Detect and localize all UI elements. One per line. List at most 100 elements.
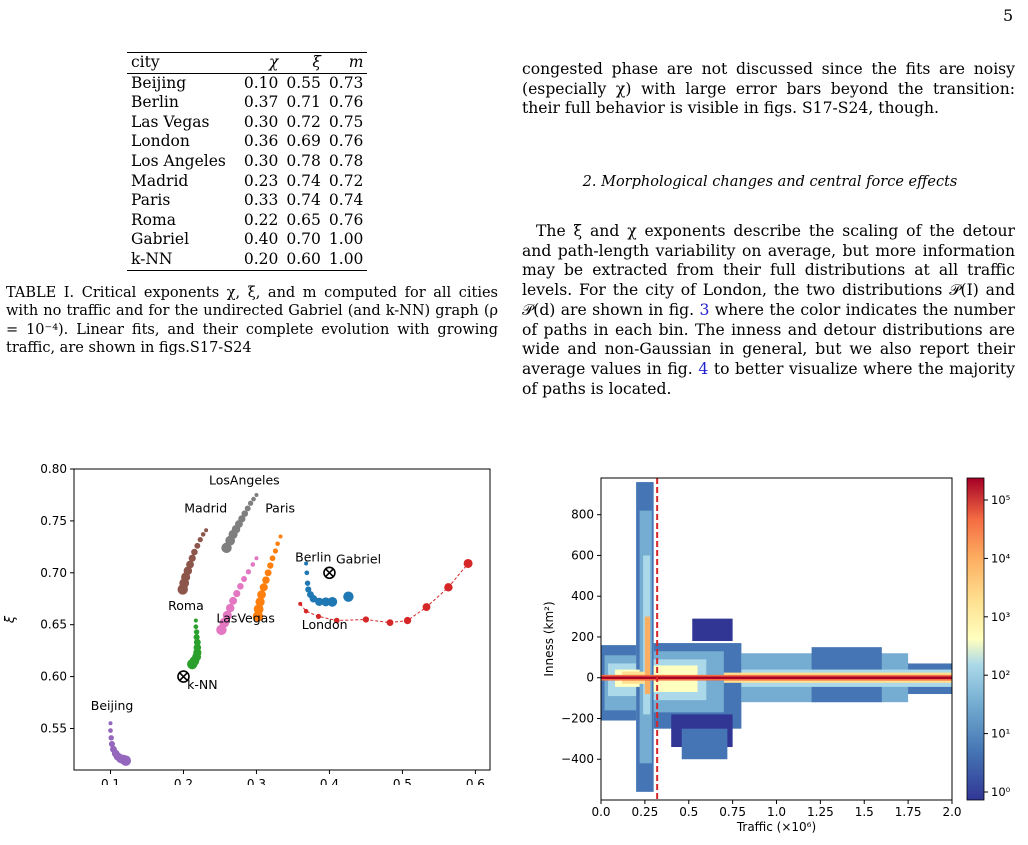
- data-point-madrid: [186, 560, 194, 569]
- table-cell: 0.78: [328, 151, 364, 170]
- x-tick-label: 0.25: [632, 805, 659, 819]
- data-point-paris: [262, 576, 270, 584]
- x-tick-label: 0.5: [679, 805, 698, 819]
- colorbar-tick-label: 10²: [991, 668, 1010, 682]
- table-row: Paris 0.33 0.74 0.74: [127, 191, 367, 211]
- table-cell: 0.22: [243, 210, 279, 229]
- data-point-london: [298, 601, 303, 606]
- data-point-roma: [193, 618, 198, 623]
- data-point-paris: [253, 604, 264, 615]
- series-label: Beijing: [91, 698, 134, 713]
- colorbar-tick-label: 10⁴: [991, 551, 1011, 565]
- data-point-london: [422, 603, 431, 611]
- zero-band: [601, 676, 952, 679]
- data-point-london: [315, 613, 322, 619]
- data-point-roma: [193, 638, 201, 646]
- table-cell: 0.33: [243, 191, 279, 210]
- plot-frame: [73, 468, 491, 771]
- table-cell: 0.30: [243, 151, 279, 170]
- data-point-beijing: [108, 735, 114, 741]
- data-point-london: [444, 583, 453, 592]
- series-label: LasVegas: [216, 611, 275, 626]
- table-cell: 0.74: [286, 191, 321, 210]
- x-tick-label: 2.0: [942, 805, 961, 819]
- colorbar-tick-label: 10⁰: [991, 785, 1011, 799]
- data-point-losangeles: [247, 500, 254, 506]
- data-point-london: [386, 619, 394, 627]
- data-point-paris: [259, 583, 268, 592]
- series-label: Gabriel: [336, 551, 381, 566]
- colorbar-tick-label: 10³: [991, 610, 1011, 624]
- data-point-losangeles: [254, 492, 259, 497]
- table-cell: Las Vegas: [131, 112, 210, 131]
- table-header-cell: ξ: [282, 52, 325, 74]
- data-point-roma: [193, 624, 199, 630]
- data-point-paris: [252, 611, 264, 622]
- x-tick-label: 0.3: [247, 777, 266, 785]
- table-caption: TABLE I. Critical exponents χ, ξ, and m …: [6, 285, 498, 356]
- data-point-beijing: [108, 721, 113, 726]
- data-point-madrid: [200, 532, 206, 537]
- data-point-losangeles: [251, 496, 256, 502]
- table-cell: 0.74: [328, 191, 364, 210]
- table-cell: 0.65: [286, 210, 321, 229]
- data-point-lasvegas: [254, 556, 259, 561]
- reference-marker-cross: [179, 672, 188, 681]
- table-row: London 0.36 0.69 0.76: [127, 132, 367, 152]
- plot-frame: [600, 477, 953, 801]
- table-cell: Madrid: [131, 171, 189, 190]
- series-label: k-NN: [187, 677, 217, 692]
- data-point-london: [403, 616, 412, 625]
- table-cell: 0.40: [243, 230, 279, 249]
- data-point-lasvegas: [245, 569, 252, 575]
- table-cell: 1.00: [328, 230, 364, 249]
- exponent-scatter-chart: 0.1 0.2 0.3 0.4 0.5 0.6 0.55 0.60 0.65 0.70 0.75 0.…: [3, 462, 491, 785]
- table-cell: 0.36: [243, 132, 279, 151]
- table-cell: 0.37: [243, 93, 279, 112]
- data-point-lasvegas: [237, 583, 244, 590]
- para-text-c: to better visualize where the majority o…: [522, 359, 1015, 398]
- table-cell: 0.69: [286, 132, 321, 151]
- data-point-losangeles: [241, 510, 249, 517]
- inness-heatmap-chart: 0.0 0.25 0.5 0.75 1.0 1.25 1.5 1.75 2.0 −400 −200 0…: [542, 477, 1011, 834]
- y-tick-label: 0.65: [40, 618, 67, 632]
- y-axis-label: ξ: [3, 615, 18, 624]
- data-point-beijing: [109, 745, 117, 753]
- table-header-row: city χ ξ m: [127, 52, 368, 74]
- table-cell: 0.76: [328, 210, 364, 229]
- figure-ref-3[interactable]: 3: [699, 300, 710, 319]
- table-cell: 0.23: [243, 171, 279, 190]
- series-label: Paris: [265, 501, 295, 516]
- y-tick-label: 600: [571, 548, 594, 562]
- x-tick-label: 1.75: [895, 805, 922, 819]
- data-point-berlin: [307, 591, 314, 599]
- colorbar: [966, 477, 985, 801]
- data-point-roma: [193, 634, 200, 641]
- data-point-berlin: [304, 561, 309, 566]
- table-cell: 0.72: [286, 112, 321, 131]
- london-trajectory-line: [299, 563, 469, 624]
- series-label: LosAngeles: [209, 473, 280, 488]
- table-cell: 0.72: [328, 171, 364, 190]
- table-header-cell: city: [127, 52, 240, 74]
- data-point-lasvegas: [219, 617, 230, 628]
- data-point-berlin: [343, 591, 354, 602]
- band: [692, 618, 733, 642]
- x-tick-label: 1.5: [855, 805, 874, 819]
- paragraph-top: congested phase are not discussed since …: [522, 60, 1015, 118]
- figure-ref-4[interactable]: 4: [698, 359, 709, 378]
- table-cell: 0.71: [286, 93, 321, 112]
- table-cell: 0.74: [286, 171, 321, 190]
- data-point-lasvegas: [222, 610, 232, 620]
- table-row: Beijing 0.10 0.55 0.73: [127, 73, 367, 93]
- y-tick-label: 0.80: [40, 462, 67, 476]
- data-point-losangeles: [238, 515, 246, 523]
- table-cell: 0.70: [286, 230, 321, 249]
- table-cell: 0.55: [286, 73, 321, 92]
- data-point-madrid: [204, 528, 209, 533]
- data-point-lasvegas: [241, 576, 248, 582]
- data-point-paris: [255, 597, 265, 607]
- x-axis-label: Traffic (×10⁶): [736, 820, 816, 834]
- data-point-berlin: [321, 597, 331, 607]
- x-tick-label: 0.0: [591, 805, 610, 819]
